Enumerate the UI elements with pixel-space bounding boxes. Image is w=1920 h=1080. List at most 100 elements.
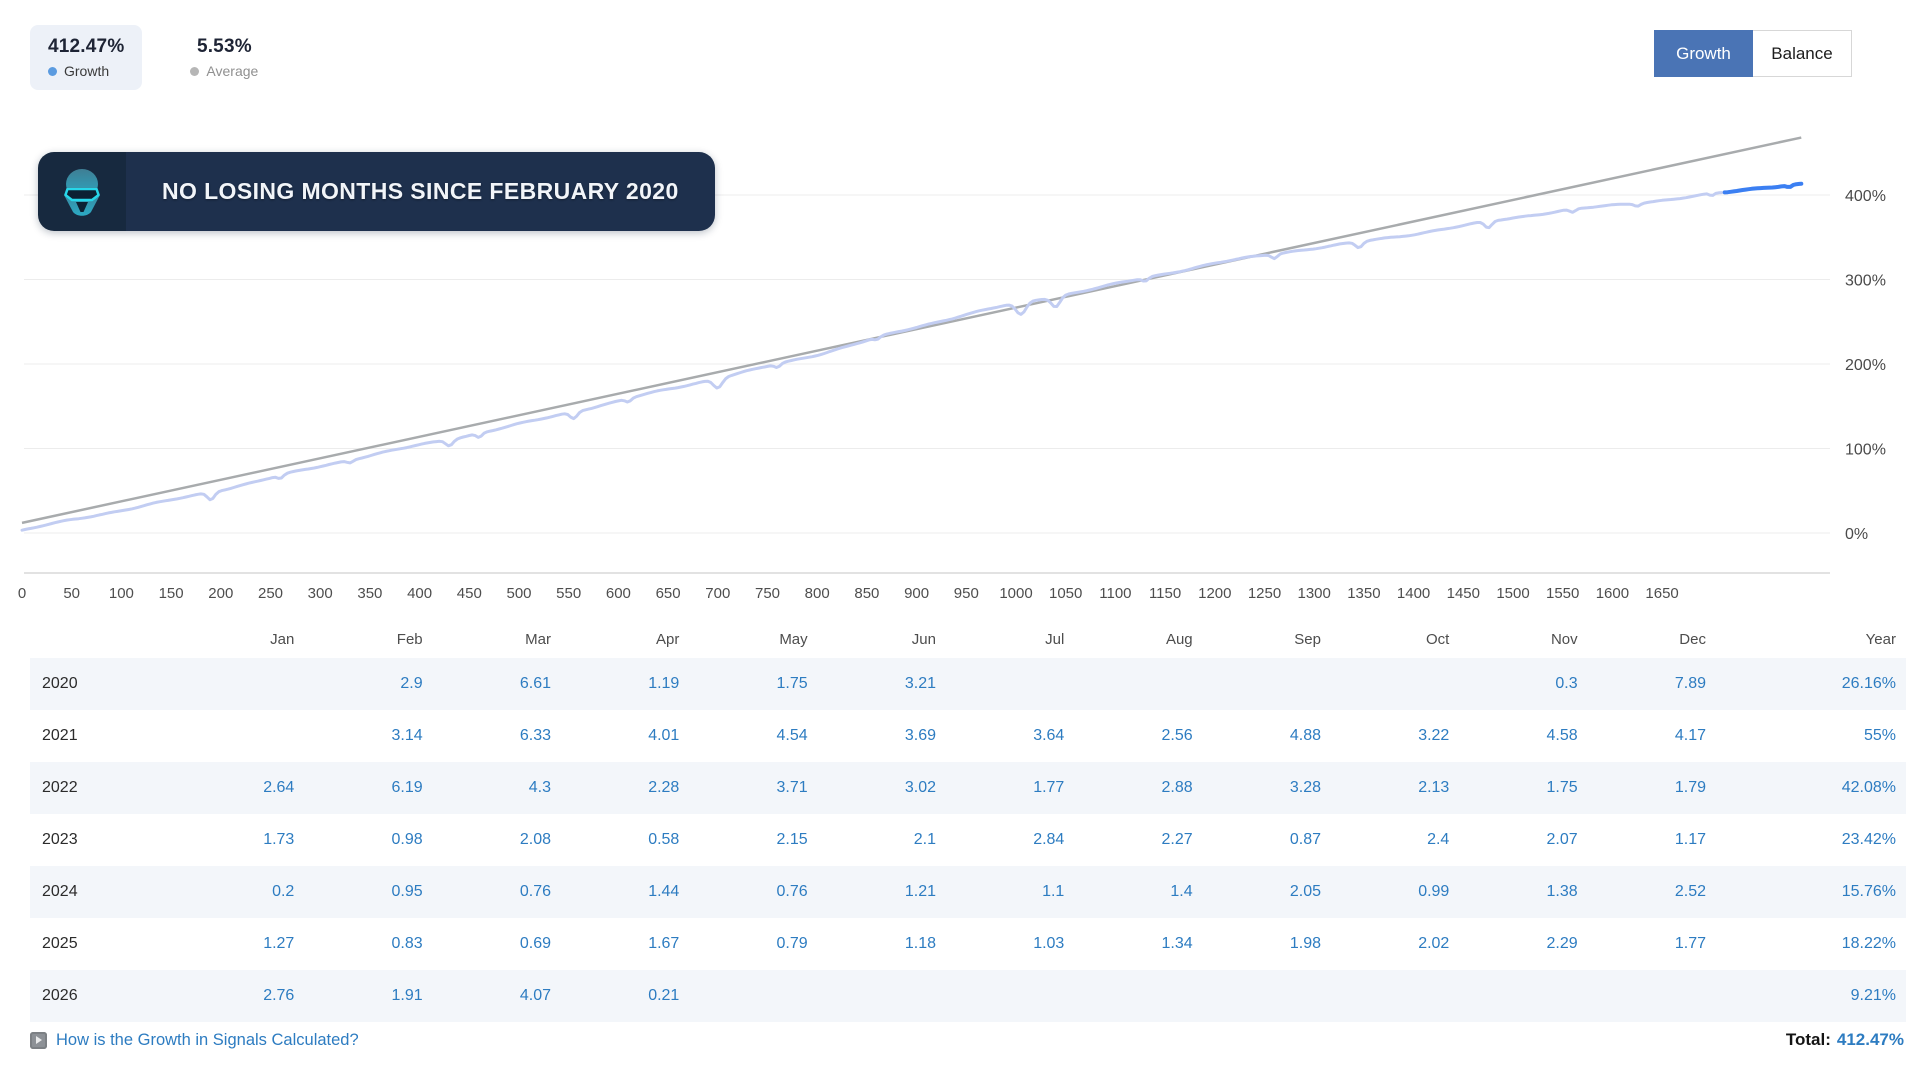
y-axis-label: 0% [1845,526,1868,543]
month-value-cell: 7.89 [1674,675,1706,692]
x-axis-label: 1300 [1298,585,1331,602]
month-header: Mar [525,630,551,648]
y-axis-label: 200% [1845,357,1886,374]
month-value-cell: 4.17 [1674,727,1706,744]
month-value-cell: 2.1 [913,831,936,848]
table-row: 2022 2.64 6.19 4.3 2.28 3.71 3.02 1.77 2.88 3.28 2… [30,762,1906,814]
month-value-cell: 2.4 [1427,831,1450,848]
no-losing-months-banner: NO LOSING MONTHS SINCE FEBRUARY 2020 [38,152,715,231]
x-axis-label: 300 [308,585,333,602]
month-value-cell: 4.07 [519,987,551,1004]
monthly-table: Jan Feb Mar Apr May Jun Jul Aug Sep Oct Nov Dec Year… [30,620,1906,1022]
month-value-cell: 1.77 [1674,935,1706,952]
month-value-cell: 3.02 [904,779,936,796]
table-header-row: Jan Feb Mar Apr May Jun Jul Aug Sep Oct Nov Dec Year [30,620,1906,658]
month-value-cell: 0.95 [391,883,423,900]
y-axis-label: 400% [1845,188,1886,205]
month-value-cell: 1.75 [1546,779,1578,796]
month-value-cell: 3.28 [1289,779,1321,796]
x-axis-label: 150 [159,585,184,602]
y-axis-label: 100% [1845,442,1886,459]
growth-stat[interactable]: 412.47% Growth [30,25,143,90]
x-axis-label: 200 [208,585,233,602]
year-label: 2021 [42,727,78,744]
chart-grid: 400% 300% 200% 100% 0% [24,188,1886,574]
month-value-cell: 1.79 [1674,779,1706,796]
month-header: Sep [1294,630,1321,648]
month-header: Apr [655,630,680,648]
balance-tab-button[interactable]: Balance [1753,30,1852,77]
growth-calculation-link[interactable]: How is the Growth in Signals Calculated? [30,1031,359,1050]
month-header: Dec [1679,630,1706,648]
month-value-cell: 2.13 [1418,779,1450,796]
average-value: 5.53% [196,36,252,57]
table-footer: How is the Growth in Signals Calculated?… [30,1030,1904,1050]
month-value-cell: 2.07 [1546,831,1578,848]
month-header: Oct [1425,630,1450,648]
growth-tab-button[interactable]: Growth [1654,30,1753,77]
total-value: 412.47% [1836,1030,1904,1049]
month-header: Jan [270,630,295,648]
total-growth: Total: 412.47% [1786,1030,1904,1050]
x-axis-label: 450 [457,585,482,602]
total-label: Total: [1785,1030,1831,1049]
month-value-cell: 1.17 [1674,831,1706,848]
month-value-cell: 1.38 [1546,883,1578,900]
month-value-cell: 3.69 [904,727,936,744]
month-value-cell: 2.15 [776,831,808,848]
month-value-cell: 0.83 [391,935,423,952]
x-axis-label: 100 [109,585,134,602]
x-axis-label: 1550 [1546,585,1579,602]
month-value-cell: 1.34 [1161,935,1193,952]
x-axis-label: 0 [18,585,26,602]
month-value-cell: 1.77 [1033,779,1065,796]
month-header: Aug [1165,630,1193,648]
month-value-cell: 3.22 [1418,727,1450,744]
month-value-cell: 3.14 [391,727,423,744]
month-value-cell: 2.88 [1161,779,1193,796]
month-value-cell: 0.3 [1555,675,1578,692]
month-value-cell: 4.3 [528,779,551,796]
year-label: 2020 [42,675,78,692]
year-total-cell: 26.16% [1841,675,1896,692]
growth-chart: 400% 300% 200% 100% 0% 0 50 100 150 200 250 300 350 4… [18,136,1886,602]
month-value-cell: 0.79 [776,935,808,952]
month-value-cell: 1.03 [1033,935,1065,952]
x-axis-label: 600 [606,585,631,602]
x-axis-label: 800 [805,585,830,602]
growth-label: Growth [64,63,110,79]
x-axis-label: 1000 [999,585,1032,602]
month-value-cell: 2.08 [519,831,551,848]
month-value-cell: 2.76 [263,987,295,1004]
month-value-cell: 6.61 [519,675,551,692]
month-header: Nov [1550,630,1578,648]
growth-line-recent [1722,181,1804,195]
x-axis-label: 250 [258,585,283,602]
month-value-cell: 0.98 [391,831,423,848]
table-row: 2020 2.9 6.61 1.19 1.75 3.21 0.3 7.89 26.16% [30,658,1906,710]
x-axis-label: 400 [407,585,432,602]
month-value-cell: 1.19 [648,675,680,692]
month-value-cell: 1.27 [263,935,295,952]
x-axis-label: 700 [705,585,730,602]
x-axis-label: 1100 [1099,585,1131,602]
x-axis-label: 850 [854,585,879,602]
month-value-cell: 0.76 [519,883,551,900]
month-value-cell: 2.56 [1161,727,1193,744]
average-stat[interactable]: 5.53% Average [172,25,276,90]
month-value-cell: 1.75 [776,675,808,692]
year-label: 2025 [42,935,78,952]
x-axis-label: 1400 [1397,585,1430,602]
month-value-cell: 0.69 [519,935,551,952]
year-total-cell: 9.21% [1850,987,1896,1004]
month-value-cell: 1.44 [648,883,680,900]
x-axis-label: 650 [656,585,681,602]
month-value-cell: 4.88 [1289,727,1321,744]
x-axis-label: 1050 [1049,585,1082,602]
x-axis-label: 550 [556,585,581,602]
x-axis-label: 900 [904,585,929,602]
month-value-cell: 0.2 [272,883,295,900]
robot-helmet-icon [38,152,126,231]
x-axis-labels: 0 50 100 150 200 250 300 350 400 450 500 550 600 650 7… [18,585,1679,602]
